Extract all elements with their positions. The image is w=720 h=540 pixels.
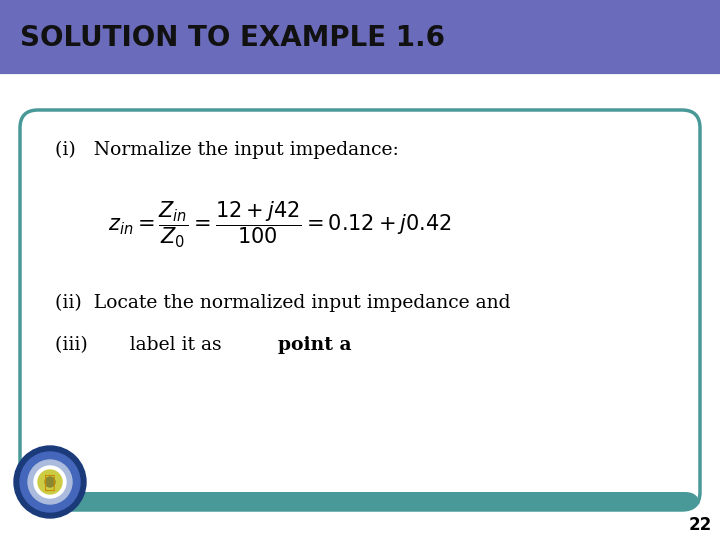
Text: 22: 22 — [688, 516, 711, 534]
Text: (ii)  Locate the normalized input impedance and: (ii) Locate the normalized input impedan… — [55, 294, 510, 312]
Circle shape — [38, 470, 62, 494]
Bar — [0, 0, 720, 75]
Circle shape — [14, 446, 86, 518]
Circle shape — [20, 452, 80, 512]
Circle shape — [45, 477, 55, 487]
Circle shape — [34, 466, 66, 498]
Text: point a: point a — [278, 336, 351, 354]
Text: ⛹: ⛹ — [44, 472, 56, 491]
FancyBboxPatch shape — [20, 110, 700, 510]
Text: (iii)       label it as: (iii) label it as — [55, 336, 228, 354]
Text: (i)   Normalize the input impedance:: (i) Normalize the input impedance: — [55, 141, 399, 159]
Text: $z_{in} = \dfrac{Z_{in}}{Z_0} = \dfrac{12 + j42}{100} = 0.12 + j0.42$: $z_{in} = \dfrac{Z_{in}}{Z_0} = \dfrac{1… — [108, 200, 452, 250]
Circle shape — [28, 460, 72, 504]
FancyBboxPatch shape — [20, 492, 700, 510]
Text: SOLUTION TO EXAMPLE 1.6: SOLUTION TO EXAMPLE 1.6 — [20, 24, 445, 51]
